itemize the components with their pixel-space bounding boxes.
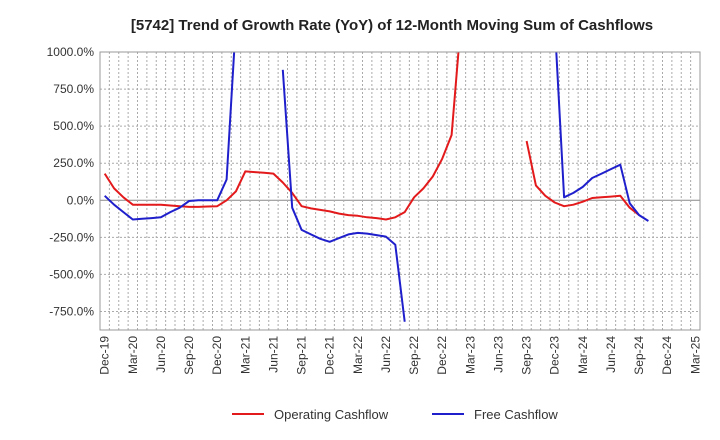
y-tick-label: 750.0% (53, 82, 94, 96)
x-tick-label: Sep-21 (295, 336, 309, 375)
series-line-free-cashflow (104, 52, 236, 221)
series-line-operating-cashflow (525, 140, 640, 216)
x-tick-label: Dec-22 (435, 336, 449, 375)
y-axis-ticks: 1000.0% 750.0% 500.0% 250.0% 0.0% -250.0% -500… (47, 45, 95, 318)
y-tick-label: 250.0% (53, 156, 94, 170)
series-group (103, 52, 649, 322)
x-tick-label: Jun-20 (154, 336, 168, 373)
x-tick-label: Jun-24 (604, 336, 618, 373)
x-tick-label: Jun-22 (379, 336, 393, 373)
series-line-operating-cashflow (103, 52, 460, 221)
x-tick-label: Sep-20 (182, 336, 196, 375)
x-tick-label: Sep-24 (632, 336, 646, 375)
y-tick-label: 1000.0% (47, 45, 95, 59)
x-tick-label: Jun-23 (491, 336, 505, 373)
x-tick-label: Sep-22 (407, 336, 421, 375)
y-tick-label: 0.0% (67, 193, 95, 207)
y-tick-label: -750.0% (49, 304, 94, 318)
series-line-free-cashflow (281, 69, 406, 322)
x-tick-label: Jun-21 (266, 336, 280, 373)
x-tick-label: Sep-23 (520, 336, 534, 375)
legend-label: Free Cashflow (474, 407, 558, 422)
legend: Operating Cashflow Free Cashflow (232, 407, 558, 422)
x-tick-label: Mar-24 (576, 336, 590, 374)
series-line-free-cashflow (555, 52, 649, 222)
x-tick-label: Mar-21 (238, 336, 252, 374)
chart-title: [5742] Trend of Growth Rate (YoY) of 12-… (131, 17, 653, 34)
y-tick-label: -250.0% (49, 230, 94, 244)
x-tick-label: Mar-23 (463, 336, 477, 374)
plot-frame (99, 51, 701, 331)
x-tick-label: Dec-21 (323, 336, 337, 375)
legend-label: Operating Cashflow (274, 407, 389, 422)
x-tick-label: Mar-25 (688, 336, 702, 374)
y-tick-label: 500.0% (53, 119, 94, 133)
x-tick-label: Mar-20 (126, 336, 140, 374)
x-axis-ticks: Dec-19 Mar-20 Jun-20 Sep-20 Dec-20 Mar-21 Jun-… (98, 336, 703, 375)
x-tick-label: Dec-20 (210, 336, 224, 375)
x-tick-label: Dec-24 (660, 336, 674, 375)
y-tick-label: -500.0% (49, 267, 94, 281)
x-tick-label: Mar-22 (351, 336, 365, 374)
x-tick-label: Dec-23 (548, 336, 562, 375)
x-tick-label: Dec-19 (98, 336, 112, 375)
